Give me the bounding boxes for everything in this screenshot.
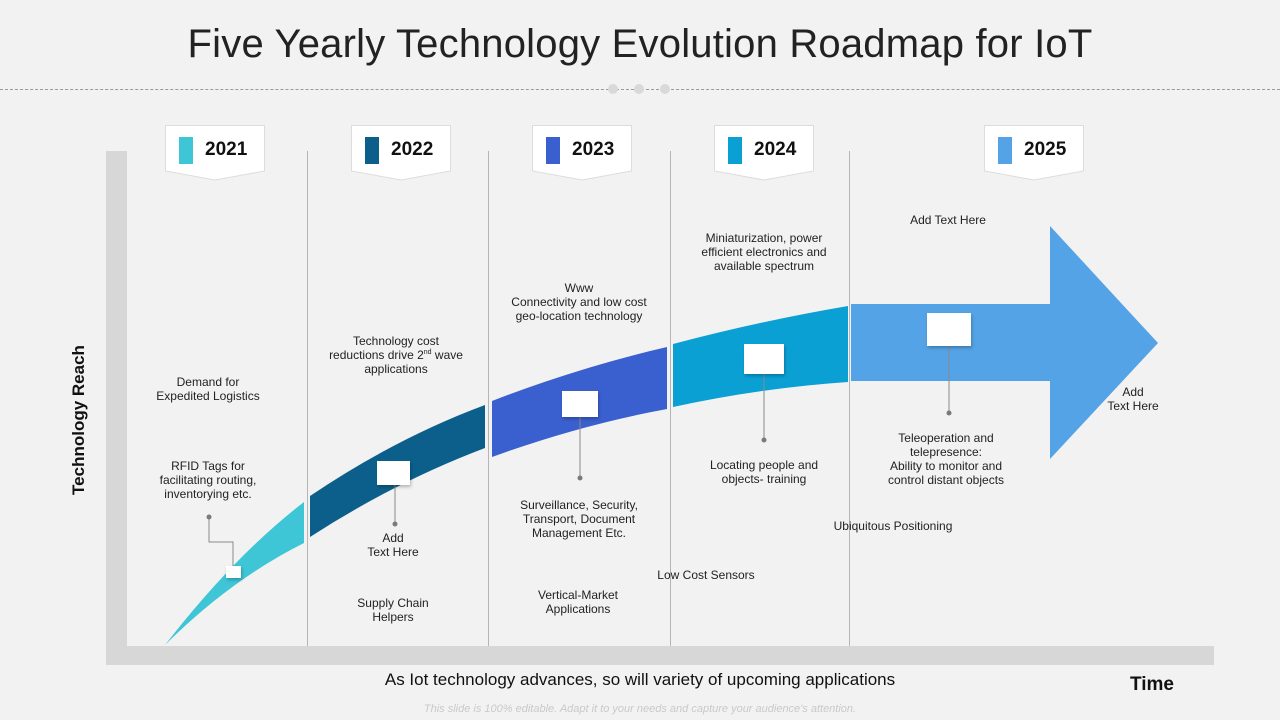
year-swatch [365, 137, 379, 164]
column-divider-4 [849, 151, 850, 646]
year-tag-2025: 2025 [984, 125, 1084, 181]
x-axis-bar [106, 646, 1214, 665]
year-label: 2025 [1024, 139, 1067, 160]
year-tag-2022: 2022 [351, 125, 451, 181]
label-teleoperation: Teleoperation and telepresence: Ability to… [887, 431, 1005, 487]
label-vertical-market: Vertical-Market Applications [537, 588, 619, 616]
year-tag-2021: 2021 [165, 125, 265, 181]
year-tag-2024: 2024 [714, 125, 814, 181]
slide-title: Five Yearly Technology Evolution Roadmap… [187, 22, 1093, 66]
label-miniaturization: Miniaturization, power efficient electron… [701, 231, 827, 273]
text-placeholder-boxes [226, 313, 971, 578]
column-divider-3 [670, 151, 671, 646]
x-axis-label: Time [1130, 674, 1175, 695]
column-divider-1 [307, 151, 308, 646]
label-ubiquitous-positioning: Ubiquitous Positioning [833, 519, 953, 533]
label-supply-chain: Supply Chain Helpers [357, 596, 429, 624]
label-demand-logistics: Demand for Expedited Logistics [156, 375, 260, 403]
y-axis-bar [106, 151, 127, 665]
year-label: 2022 [391, 139, 434, 160]
connector-lines [208, 345, 950, 566]
divider-dots [608, 84, 670, 94]
year-swatch [998, 137, 1012, 164]
year-label: 2023 [572, 139, 615, 160]
year-label: 2021 [205, 139, 248, 160]
label-locating-people: Locating people and objects- training [709, 458, 819, 486]
year-swatch [179, 137, 193, 164]
label-www-connectivity: Www Connectivity and low cost geo-location… [511, 281, 647, 323]
year-label: 2024 [754, 139, 797, 160]
label-rfid-tags: RFID Tags for facilitating routing, invent… [159, 459, 257, 501]
label-add-text-2025: Add Text Here [910, 213, 986, 227]
column-divider-2 [488, 151, 489, 646]
label-add-text-2022: Add Text Here [367, 531, 419, 559]
year-swatch [728, 137, 742, 164]
band-arrow-2025 [851, 226, 1158, 459]
subtitle: As Iot technology advances, so will vari… [384, 670, 896, 689]
label-low-cost-sensors: Low Cost Sensors [657, 568, 755, 582]
connector-dots [206, 410, 952, 527]
label-add-text-arrow: Add Text Here [1107, 385, 1159, 413]
footer-note: This slide is 100% editable. Adapt it to… [423, 703, 857, 715]
year-swatch [546, 137, 560, 164]
year-tag-2023: 2023 [532, 125, 632, 181]
label-technology-cost: Technology cost reductions drive 2nd wav… [329, 334, 463, 376]
label-surveillance: Surveillance, Security, Transport, Docume… [520, 498, 638, 540]
